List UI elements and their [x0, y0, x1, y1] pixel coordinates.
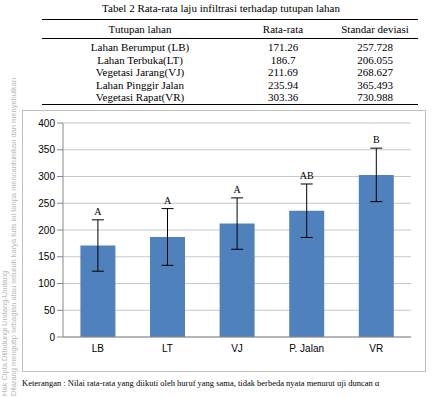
svg-text:200: 200 — [38, 225, 55, 236]
html-text:Hak Cipta Dilindungi Undang-Un: Hak Cipta Dilindungi Undang-Undang — [0, 270, 9, 396]
html-text:Vegetasi Rapat(VR): Vegetasi Rapat(VR) — [95, 91, 185, 103]
html-text:Keterangan : Nilai rata-rata y: Keterangan : Nilai rata-rata yang diikut… — [22, 378, 380, 388]
html-text:Rata-rata: Rata-rata — [262, 23, 304, 35]
svg-text:VJ: VJ — [231, 343, 243, 354]
html-text:171.26: 171.26 — [267, 41, 299, 53]
html-text:268.627: 268.627 — [357, 66, 393, 78]
html-text:365.493: 365.493 — [357, 78, 393, 91]
svg-text:VR: VR — [369, 343, 383, 354]
html-text:730.988: 730.988 — [357, 91, 393, 103]
svg-text:A: A — [164, 195, 172, 206]
svg-text:AB: AB — [300, 170, 314, 181]
svg-text:150: 150 — [38, 251, 55, 262]
html-text:186.7: 186.7 — [270, 53, 296, 66]
svg-text:350: 350 — [38, 144, 55, 155]
html-text:Vegetasi Jarang(VJ): Vegetasi Jarang(VJ) — [95, 66, 185, 78]
html-text:235.94: 235.94 — [267, 78, 299, 91]
svg-text:P. Jalan: P. Jalan — [289, 343, 324, 354]
svg-text:LT: LT — [162, 343, 173, 354]
html-text:Tabel 2 Rata-rata laju infiltr: Tabel 2 Rata-rata laju infiltrasi terhad… — [102, 2, 340, 14]
html-text:Lahan Terbuka(LT): Lahan Terbuka(LT) — [97, 53, 183, 66]
html-text:Lahan Pinggir Jalan: Lahan Pinggir Jalan — [96, 78, 184, 91]
svg-text:A: A — [94, 206, 102, 217]
html-text:Tutupan lahan: Tutupan lahan — [108, 23, 172, 35]
svg-text:LB: LB — [92, 343, 105, 354]
svg-text:0: 0 — [49, 332, 55, 343]
html-text:Lahan Berumput (LB): Lahan Berumput (LB) — [90, 41, 190, 53]
svg-text:50: 50 — [44, 305, 56, 316]
html-text:Dilarang mengutip sebagian ata: Dilarang mengutip sebagian atau seluruh … — [9, 77, 18, 396]
html-text:257.728: 257.728 — [357, 41, 393, 53]
svg-text:250: 250 — [38, 198, 55, 209]
html-text:Standar deviasi: Standar deviasi — [341, 23, 409, 35]
svg-text:100: 100 — [38, 278, 55, 289]
html-text:303.36: 303.36 — [267, 91, 299, 103]
svg-text:B: B — [373, 134, 380, 145]
html-text:211.69: 211.69 — [268, 66, 298, 78]
svg-text:400: 400 — [38, 118, 55, 129]
svg-text:300: 300 — [38, 171, 55, 182]
html-text:206.055: 206.055 — [357, 53, 393, 66]
svg-text:A: A — [233, 184, 241, 195]
